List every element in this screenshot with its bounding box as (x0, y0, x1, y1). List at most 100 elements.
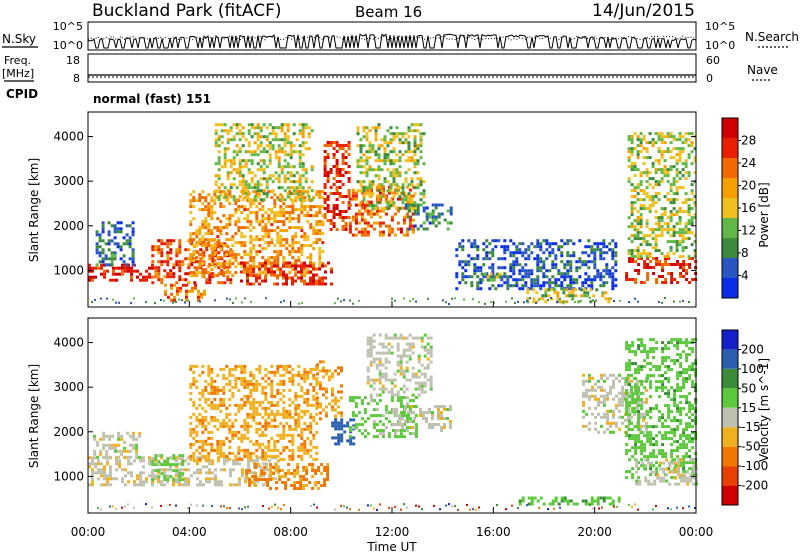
heatmap-cell (344, 216, 348, 219)
heatmap-cell (413, 147, 417, 151)
heatmap-cell (541, 294, 545, 298)
heatmap-cell (210, 268, 214, 272)
heatmap-cell (601, 291, 605, 295)
heatmap-cell (303, 421, 307, 425)
heatmap-cell (228, 397, 232, 401)
heatmap-cell (362, 135, 366, 139)
heatmap-cell (160, 281, 164, 285)
heatmap-cell (267, 370, 271, 374)
heatmap-cell (585, 391, 588, 395)
heatmap-cell (210, 262, 214, 266)
heatmap-cell (413, 138, 417, 142)
heatmap-cell (249, 379, 253, 383)
heatmap-cell (187, 483, 190, 487)
heatmap-cell (347, 201, 351, 204)
heatmap-cell (440, 203, 444, 207)
heatmap-cell (243, 427, 247, 431)
heatmap-cell (247, 144, 251, 148)
heatmap-cell (216, 451, 220, 455)
heatmap-cell (279, 193, 283, 197)
heatmap-cell (319, 417, 322, 421)
heatmap-cell (273, 418, 277, 422)
heatmap-cell (660, 168, 664, 172)
heatmap-cell (678, 234, 682, 238)
heatmap-cell (120, 449, 124, 453)
heatmap-cell (240, 270, 243, 274)
heatmap-cell (219, 400, 223, 404)
heatmap-cell (265, 180, 269, 184)
heatmap-cell (276, 241, 280, 245)
heatmap-cell (303, 451, 307, 455)
heatmap-cell (542, 263, 546, 267)
heatmap-cell (273, 282, 276, 286)
heatmap-cell (217, 483, 220, 487)
heatmap-cell (387, 420, 391, 424)
heatmap-cell (276, 433, 280, 437)
heatmap-cell (283, 138, 287, 142)
heatmap-cell (98, 260, 102, 264)
heatmap-cell (306, 448, 310, 452)
heatmap-cell (190, 474, 193, 478)
heatmap-cell (255, 388, 259, 392)
heatmap-cell (231, 421, 235, 425)
heatmap-cell (512, 263, 516, 267)
heatmap-cell (120, 452, 124, 456)
heatmap-cell (372, 399, 376, 403)
heatmap-cell (154, 459, 157, 463)
heatmap-cell (268, 144, 272, 148)
heatmap-cell (645, 147, 649, 151)
heatmap-cell (539, 266, 543, 270)
heatmap-cell (318, 208, 322, 212)
heatmap-cell (369, 363, 373, 367)
heatmap-cell (252, 397, 256, 401)
heatmap-cell (208, 275, 212, 279)
heatmap-cell (381, 435, 385, 439)
heatmap-cell (229, 248, 233, 252)
heatmap-cell (344, 210, 348, 213)
heatmap-cell (636, 186, 640, 190)
heatmap-cell (204, 388, 208, 392)
heatmap-cell (378, 224, 382, 228)
heatmap-cell (285, 273, 288, 277)
heatmap-cell (648, 207, 652, 211)
heatmap-cell (366, 224, 370, 228)
heatmap-cell (588, 388, 591, 392)
heatmap-cell (139, 272, 142, 276)
heatmap-cell (214, 129, 218, 133)
heatmap-cell (384, 351, 388, 355)
heatmap-cell (405, 354, 409, 358)
heatmap-cell (503, 275, 507, 279)
heatmap-cell (375, 209, 379, 213)
heatmap-cell (282, 430, 286, 434)
heatmap-cell (645, 192, 649, 196)
heatmap-cell (258, 193, 262, 197)
heatmap-cell (142, 275, 145, 279)
heatmap-cell (560, 287, 564, 291)
heatmap-cell (169, 248, 173, 252)
heatmap-cell (639, 219, 643, 223)
heatmap-cell (348, 429, 352, 433)
heatmap-cell (160, 248, 164, 252)
heatmap-cell (223, 153, 227, 157)
heatmap-cell (294, 394, 298, 398)
heatmap-cell (449, 426, 452, 429)
heatmap-cell (526, 288, 530, 292)
heatmap-cell (554, 257, 558, 261)
heatmap-cell (277, 465, 280, 469)
heatmap-cell (326, 156, 330, 159)
heatmap-cell (225, 193, 229, 197)
heatmap-cell (235, 153, 239, 157)
heatmap-cell (133, 480, 136, 484)
heatmap-cell (544, 294, 548, 298)
heatmap-cell (244, 180, 248, 184)
heatmap-cell (312, 262, 316, 266)
heatmap-cell (363, 227, 367, 231)
heatmap-cell (473, 257, 477, 261)
heatmap-cell (252, 403, 256, 407)
heatmap-cell (386, 144, 390, 148)
heatmap-cell (265, 195, 269, 199)
ground-scatter-cell (391, 297, 393, 300)
heatmap-cell (482, 248, 486, 252)
heatmap-cell (262, 162, 266, 166)
heatmap-cell (405, 402, 409, 406)
